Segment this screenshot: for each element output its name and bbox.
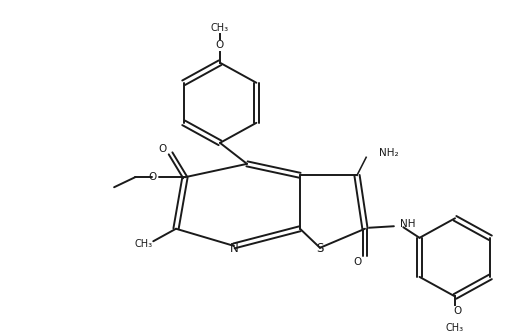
- Text: S: S: [316, 242, 324, 255]
- Text: O: O: [216, 40, 224, 50]
- Text: O: O: [353, 257, 361, 267]
- Text: CH₃: CH₃: [135, 239, 153, 249]
- Text: O: O: [159, 144, 167, 154]
- Text: O: O: [454, 307, 462, 316]
- Text: CH₃: CH₃: [211, 23, 229, 33]
- Text: N: N: [229, 242, 238, 255]
- Text: NH: NH: [400, 219, 416, 229]
- Text: NH₂: NH₂: [379, 148, 399, 158]
- Text: CH₃: CH₃: [446, 323, 464, 331]
- Text: O: O: [149, 172, 156, 182]
